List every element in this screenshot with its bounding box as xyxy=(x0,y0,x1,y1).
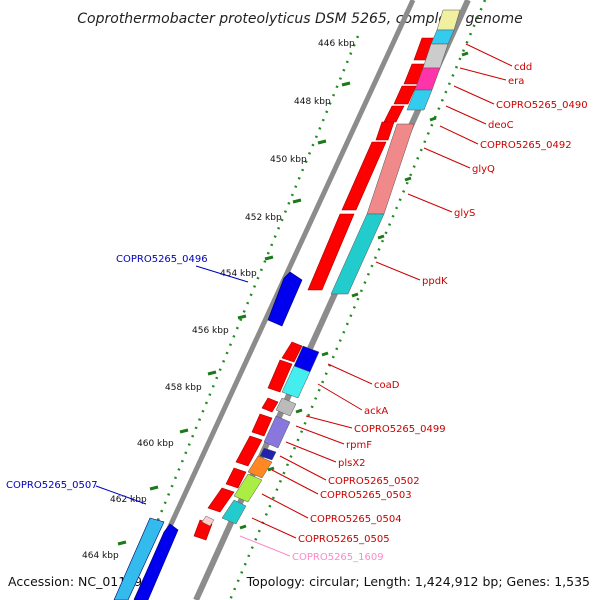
kbp-label: 460 kbp xyxy=(137,439,174,449)
inner-track-genes xyxy=(201,9,461,527)
gene-copro5265-0490[interactable] xyxy=(393,85,417,105)
gene-copro5265-0502[interactable] xyxy=(225,467,247,489)
inner-tick-marks xyxy=(239,51,469,530)
gene-copro5265-0507[interactable] xyxy=(133,523,179,600)
gene-label[interactable]: rpmF xyxy=(346,440,372,451)
gene-copro5265-0492[interactable] xyxy=(375,121,395,141)
feature-cyan-2[interactable] xyxy=(406,89,433,111)
forward-genes xyxy=(193,37,437,541)
map-title: Coprothermobacter proteolyticus DSM 5265… xyxy=(77,11,522,27)
gene-label[interactable]: COPRO5265_0499 xyxy=(354,424,446,435)
gene-plsx2[interactable] xyxy=(235,435,263,467)
gene-inner-green[interactable] xyxy=(233,473,263,503)
gene-copro5265-0496[interactable] xyxy=(267,271,303,327)
kbp-label: 456 kbp xyxy=(192,326,229,336)
kbp-label: 448 kbp xyxy=(294,97,331,107)
gene-reverse-cyan[interactable] xyxy=(113,517,165,600)
gene-inner-cyan[interactable] xyxy=(281,365,311,399)
gene-label[interactable]: COPRO5265_1609 xyxy=(292,552,384,563)
kbp-label: 446 kbp xyxy=(318,39,355,49)
gene-rna-1609[interactable] xyxy=(201,515,215,527)
gene-inner-orange[interactable] xyxy=(247,455,273,479)
gene-label[interactable]: coaD xyxy=(374,380,400,391)
callout-line-0496 xyxy=(195,265,249,283)
gene-label[interactable]: COPRO5265_0492 xyxy=(480,140,572,151)
backbone-outer xyxy=(133,0,416,600)
inner-dotted-ring xyxy=(228,0,487,600)
gene-label[interactable]: deoC xyxy=(488,120,514,131)
gene-inner-teal[interactable] xyxy=(221,499,247,525)
gene-label[interactable]: era xyxy=(508,76,524,87)
gene-label[interactable]: COPRO5265_0507 xyxy=(6,480,98,491)
gene-label[interactable]: COPRO5265_0505 xyxy=(298,534,390,545)
reverse-genes xyxy=(113,271,303,600)
gene-inner-purple[interactable] xyxy=(263,415,291,449)
gene-label[interactable]: ackA xyxy=(364,406,388,417)
gene-ppdk-inner[interactable] xyxy=(330,213,385,295)
gene-deoc[interactable] xyxy=(383,105,405,123)
gene-label[interactable]: plsX2 xyxy=(338,458,366,469)
kbp-label: 450 kbp xyxy=(270,155,307,165)
gene-rpmf[interactable] xyxy=(251,413,273,437)
kbp-label: 462 kbp xyxy=(110,495,147,505)
kbp-label: 458 kbp xyxy=(165,383,202,393)
gene-label[interactable]: COPRO5265_0504 xyxy=(310,514,402,525)
outer-tick-marks xyxy=(117,81,351,546)
gene-label[interactable]: COPRO5265_0496 xyxy=(116,254,208,265)
gene-ppdk-upper[interactable] xyxy=(307,213,355,291)
gene-copro5265-0503[interactable] xyxy=(207,487,235,513)
gene-label[interactable]: glyS xyxy=(454,208,475,219)
gene-inner-gray[interactable] xyxy=(275,397,297,417)
gene-label[interactable]: glyQ xyxy=(472,164,495,175)
gene-label[interactable]: COPRO5265_0503 xyxy=(320,490,412,501)
gene-coad[interactable] xyxy=(281,341,303,363)
gene-glyq[interactable] xyxy=(341,141,387,211)
callout-lines xyxy=(251,43,513,539)
gene-copro5265-0499[interactable] xyxy=(261,397,279,413)
kbp-label: 454 kbp xyxy=(220,269,257,279)
gene-label[interactable]: ppdK xyxy=(422,276,448,287)
accession-label: Accession: NC_011295 xyxy=(8,574,150,589)
gene-acka[interactable] xyxy=(267,359,293,393)
kbp-label: 452 kbp xyxy=(245,213,282,223)
gene-label[interactable]: cdd xyxy=(514,62,532,73)
gene-label[interactable]: COPRO5265_0502 xyxy=(328,476,420,487)
gene-inner-navy[interactable] xyxy=(259,447,277,461)
callout-line-rna xyxy=(239,535,291,557)
gene-label[interactable]: COPRO5265_0490 xyxy=(496,100,588,111)
callout-line-0507 xyxy=(95,485,147,505)
genome-summary: Topology: circular; Length: 1,424,912 bp… xyxy=(246,574,590,589)
kbp-label: 464 kbp xyxy=(82,551,119,561)
